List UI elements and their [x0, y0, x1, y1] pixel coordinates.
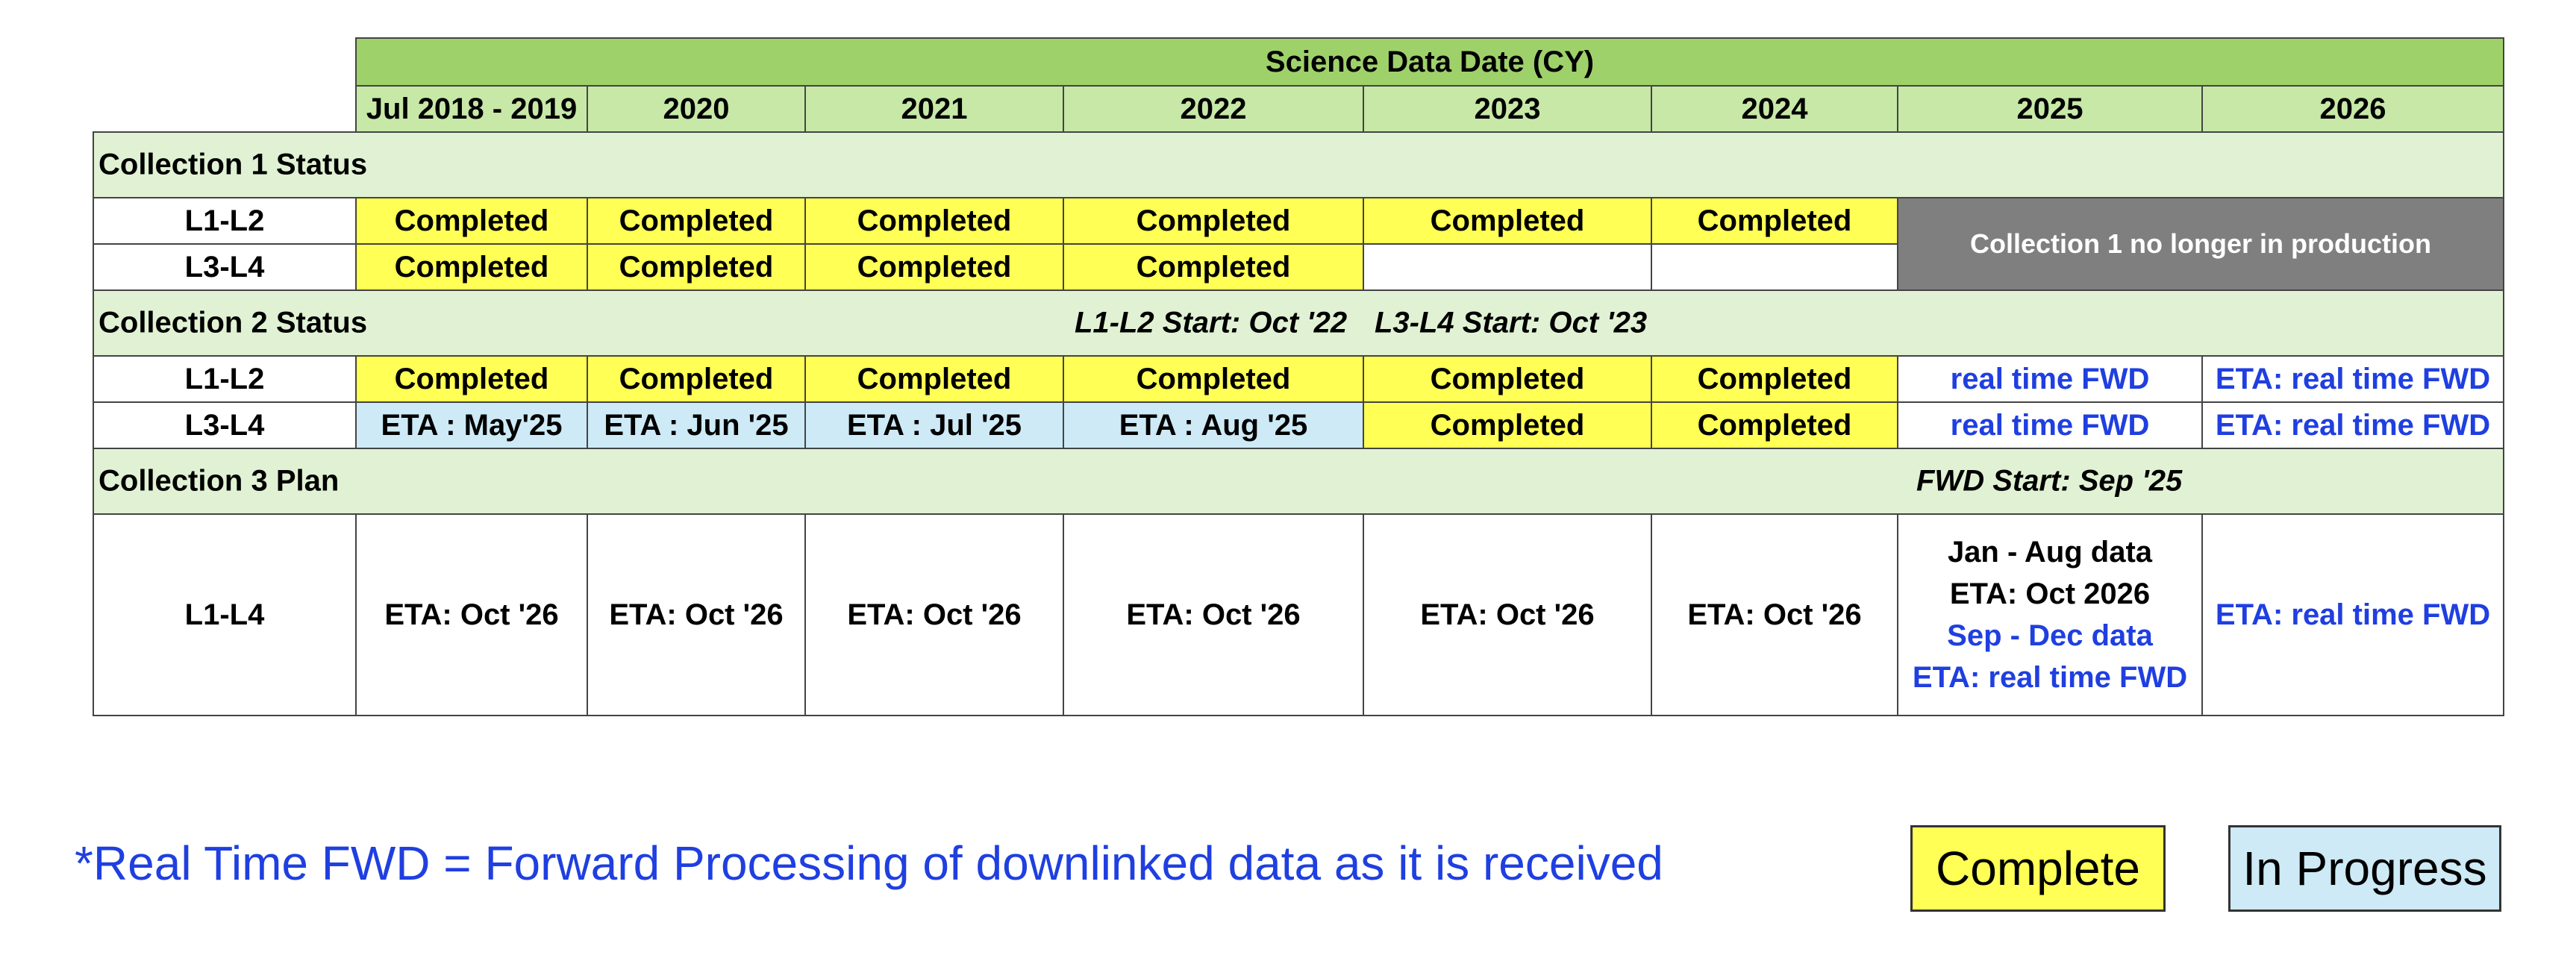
table-row: L1-L2 Completed Completed Completed Comp… — [93, 355, 2504, 403]
header-year-row: Jul 2018 - 2019 2020 2021 2022 2023 2024… — [93, 85, 2504, 133]
status-cell-2025: Jan - Aug data ETA: Oct 2026 Sep - Dec d… — [1897, 513, 2203, 716]
row-label: L3-L4 — [93, 401, 357, 449]
status-cell: Completed — [1363, 355, 1652, 403]
status-cell: Completed — [355, 243, 588, 291]
year-header: 2024 — [1651, 85, 1898, 133]
status-cell: Completed — [587, 197, 806, 245]
status-cell: ETA: Oct '26 — [1363, 513, 1652, 716]
table-row: L3-L4 Completed Completed Completed Comp… — [93, 243, 2504, 291]
status-cell: ETA: Oct '26 — [804, 513, 1064, 716]
row-label: L1-L4 — [93, 513, 357, 716]
year-header: 2023 — [1363, 85, 1652, 133]
footnote: *Real Time FWD = Forward Processing of d… — [75, 836, 1663, 890]
year-header: 2025 — [1897, 85, 2203, 133]
status-cell: Completed — [1363, 197, 1652, 245]
table-row: L1-L4 ETA: Oct '26 ETA: Oct '26 ETA: Oct… — [93, 513, 2504, 716]
status-cell: Completed — [355, 355, 588, 403]
year-header: 2022 — [1063, 85, 1364, 133]
row-label: L3-L4 — [93, 243, 357, 291]
cell-line: Sep - Dec data — [1947, 619, 2153, 652]
status-cell: ETA: real time FWD — [2201, 355, 2504, 403]
no-longer-in-production-cell: Collection 1 no longer in production — [1897, 197, 2504, 291]
collection1-section-row: Collection 1 Status — [93, 131, 2504, 198]
collection2-section: Collection 2 Status L1-L2 Start: Oct '22… — [93, 289, 2504, 357]
status-cell: Completed — [1063, 355, 1364, 403]
legend-complete: Complete — [1910, 825, 2166, 912]
row-label: L1-L2 — [93, 355, 357, 403]
row-label: L1-L2 — [93, 197, 357, 245]
status-cell: Completed — [804, 355, 1064, 403]
status-cell: Completed — [804, 243, 1064, 291]
status-cell: Completed — [1063, 243, 1364, 291]
status-cell: Completed — [1651, 401, 1898, 449]
header-title: Science Data Date (CY) — [355, 37, 2504, 87]
year-header: 2021 — [804, 85, 1064, 133]
year-header: 2026 — [2201, 85, 2504, 133]
collection2-section-row: Collection 2 Status L1-L2 Start: Oct '22… — [93, 289, 2504, 357]
status-cell: Completed — [804, 197, 1064, 245]
collection3-section: Collection 3 Plan FWD Start: Sep '25 — [93, 448, 2504, 515]
status-cell: ETA: real time FWD — [2201, 513, 2504, 716]
collection3-section-row: Collection 3 Plan FWD Start: Sep '25 — [93, 448, 2504, 515]
status-cell: ETA: Oct '26 — [355, 513, 588, 716]
table-row: L3-L4 ETA : May'25 ETA : Jun '25 ETA : J… — [93, 401, 2504, 449]
status-cell: ETA : May'25 — [355, 401, 588, 449]
collection2-l3l4-start-note: L3-L4 Start: Oct '23 — [1375, 306, 1648, 339]
collection1-title: Collection 1 Status — [99, 148, 368, 181]
collection2-l1l2-start-note: L1-L2 Start: Oct '22 — [1075, 306, 1348, 339]
collection-status-table: Science Data Date (CY) Jul 2018 - 2019 2… — [93, 37, 2504, 716]
status-cell: Completed — [1363, 401, 1652, 449]
status-cell: Completed — [1651, 355, 1898, 403]
status-cell: Completed — [1651, 197, 1898, 245]
table-row: L1-L2 Completed Completed Completed Comp… — [93, 197, 2504, 291]
status-cell: ETA: Oct '26 — [1063, 513, 1364, 716]
collection3-fwd-start-note: FWD Start: Sep '25 — [1916, 464, 2183, 498]
collection3-title: Collection 3 Plan — [99, 464, 340, 498]
collection2-title: Collection 2 Status — [99, 306, 368, 339]
status-cell: ETA: Oct '26 — [587, 513, 806, 716]
cell-line: Jan - Aug data — [1947, 536, 2153, 569]
status-cell: ETA: Oct '26 — [1651, 513, 1898, 716]
status-cell: Completed — [587, 355, 806, 403]
cell-line: ETA: real time FWD — [1912, 661, 2188, 694]
status-cell: Completed — [355, 197, 588, 245]
collection1-section: Collection 1 Status — [93, 131, 2504, 198]
status-cell: ETA: real time FWD — [2201, 401, 2504, 449]
status-cell: Completed — [587, 243, 806, 291]
year-header: 2020 — [587, 85, 806, 133]
status-cell: real time FWD — [1897, 401, 2203, 449]
legend-in-progress: In Progress — [2228, 825, 2501, 912]
status-cell — [1651, 243, 1898, 291]
status-cell — [1363, 243, 1652, 291]
cell-line: ETA: Oct 2026 — [1949, 577, 2151, 610]
status-cell: real time FWD — [1897, 355, 2203, 403]
status-cell: ETA : Aug '25 — [1063, 401, 1364, 449]
year-header: Jul 2018 - 2019 — [355, 85, 588, 133]
status-cell: ETA : Jun '25 — [587, 401, 806, 449]
header-title-row: Science Data Date (CY) — [93, 37, 2504, 87]
status-cell: Completed — [1063, 197, 1364, 245]
status-cell: ETA : Jul '25 — [804, 401, 1064, 449]
